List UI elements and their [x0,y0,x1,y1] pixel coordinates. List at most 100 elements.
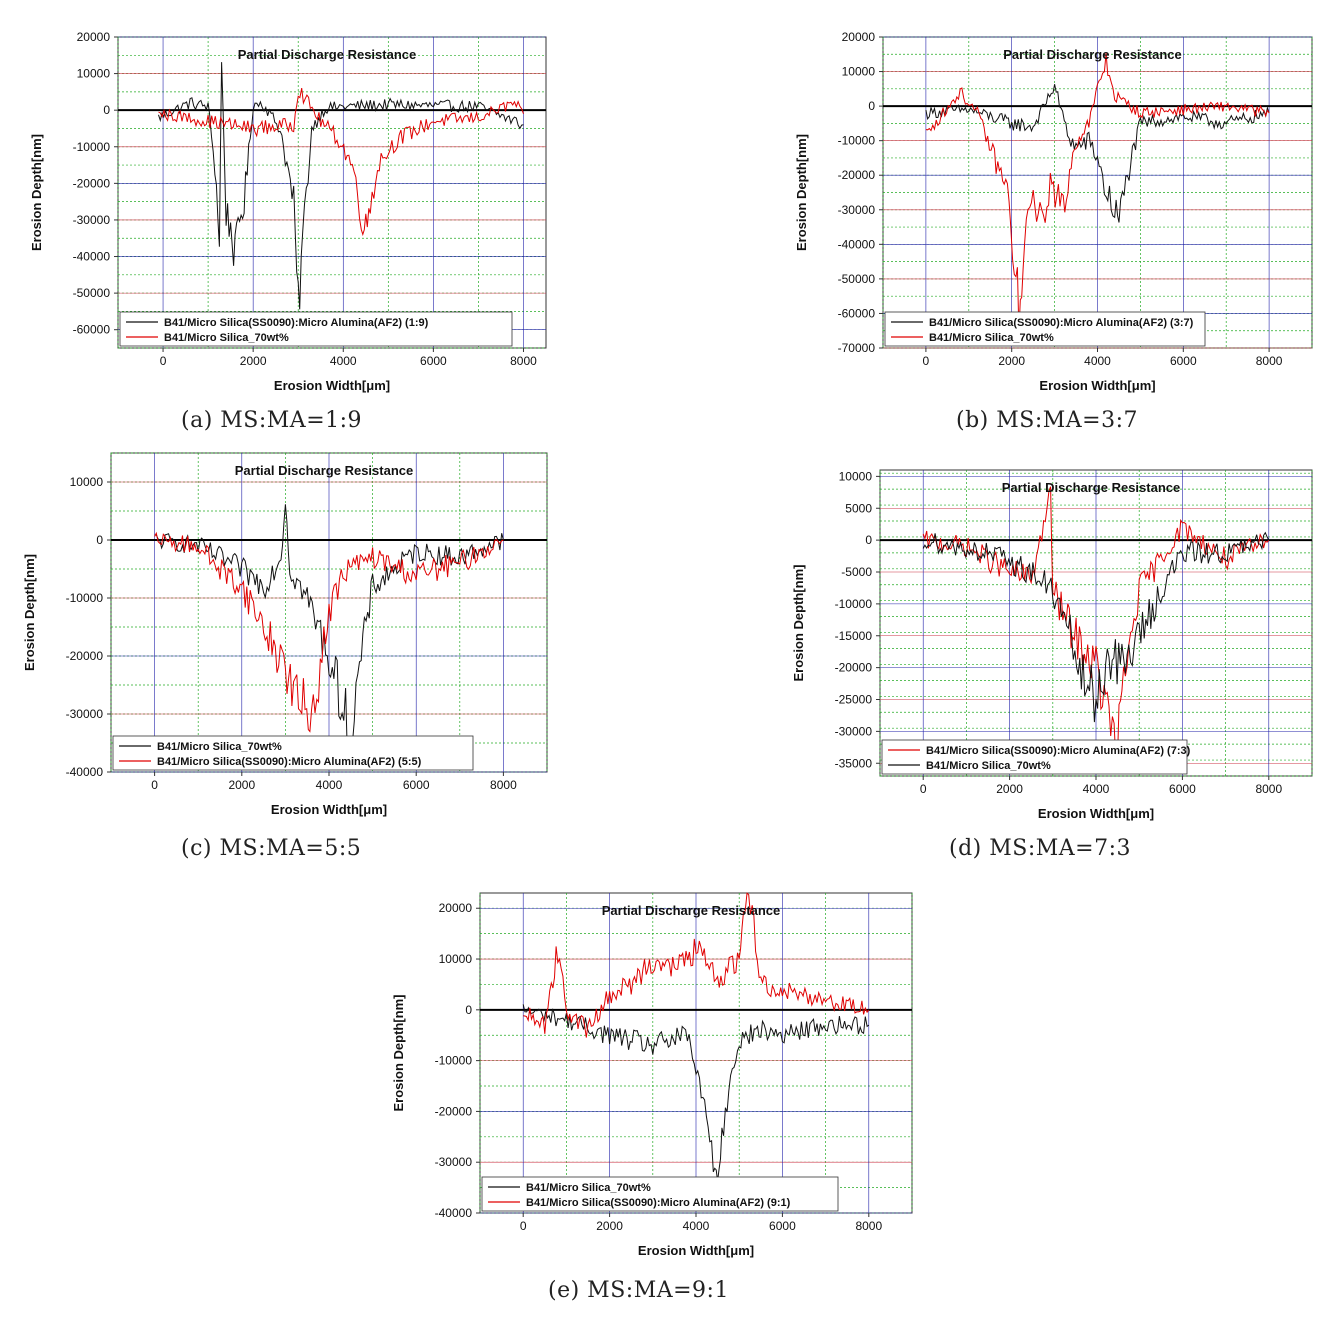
y-tick-label: -20000 [73,176,111,190]
y-tick-label: -70000 [838,341,876,355]
series-line-2 [523,892,870,1038]
x-tick-label: 2000 [228,778,255,792]
y-tick-label: -15000 [835,629,873,643]
chart-title: Partial Discharge Resistance [1002,480,1180,495]
y-tick-label: -50000 [73,286,111,300]
x-tick-label: 0 [520,1219,527,1233]
y-tick-label: 20000 [842,30,876,44]
x-tick-label: 6000 [403,778,430,792]
series-line-1 [925,84,1270,223]
legend-box [119,311,513,347]
caption-e: (e) MS:MA=9:1 [548,1278,729,1303]
y-tick-label: -40000 [435,1206,473,1220]
y-tick-label: -30000 [835,724,873,738]
x-tick-label: 6000 [769,1219,796,1233]
chart-title: Partial Discharge Resistance [235,463,413,478]
x-tick-label: 4000 [683,1219,710,1233]
series-line-2 [925,52,1270,334]
x-tick-label: 8000 [1255,782,1282,796]
x-tick-label: 4000 [330,354,357,368]
chart-a: 20000100000-10000-20000-30000-40000-5000… [29,30,547,393]
y-tick-label: -30000 [838,203,876,217]
caption-a: (a) MS:MA=1:9 [181,408,363,433]
x-tick-label: 0 [923,354,930,368]
legend-label: B41/Micro Silica(SS0090):Micro Alumina(A… [926,745,1191,757]
y-tick-label: 10000 [842,65,876,79]
x-axis-label: Erosion Width[μm] [638,1243,754,1258]
x-tick-label: 2000 [996,782,1023,796]
x-tick-label: 8000 [1256,354,1283,368]
caption-d: (d) MS:MA=7:3 [949,836,1132,861]
y-tick-label: 10000 [70,475,104,489]
y-tick-label: -50000 [838,272,876,286]
chart-b: 20000 10000 0 -10000 -20000 -30000 -40000 -5000… [794,30,1313,393]
y-tick-label: -10000 [838,134,876,148]
y-axis-label: Erosion Depth[nm] [29,134,44,251]
legend-box [112,735,474,771]
y-tick-label: -20000 [435,1104,473,1118]
x-axis-label: Erosion Width[μm] [271,802,387,817]
y-tick-label: -25000 [835,693,873,707]
caption-b: (b) MS:MA=3:7 [956,408,1139,433]
chart-title: Partial Discharge Resistance [1003,47,1181,62]
x-tick-label: 8000 [490,778,517,792]
y-tick-label: -10000 [73,140,111,154]
legend-label: B41/Micro Silica_70wt% [164,332,289,344]
y-axis-label: Erosion Depth[nm] [794,134,809,251]
y-axis-label: Erosion Depth[nm] [391,995,406,1112]
legend-box [884,311,1206,347]
y-tick-label: -10000 [435,1054,473,1068]
x-tick-label: 6000 [1170,354,1197,368]
y-tick-label: 10000 [439,952,473,966]
series-line-2 [154,531,504,733]
legend-label: B41/Micro Silica_70wt% [929,332,1054,344]
legend-label: B41/Micro Silica_70wt% [526,1182,651,1194]
y-tick-label: -20000 [66,649,104,663]
x-tick-label: 4000 [316,778,343,792]
series-line-1 [154,504,504,760]
x-axis-label: Erosion Width[μm] [274,378,390,393]
y-tick-label: -5000 [841,565,872,579]
y-tick-label: -60000 [73,323,111,337]
series-line-1 [158,62,524,310]
y-tick-label: -20000 [838,168,876,182]
y-tick-label: -40000 [838,237,876,251]
y-tick-label: -35000 [835,756,873,770]
plot-frame [117,36,547,349]
x-axis-label: Erosion Width[μm] [1038,806,1154,821]
chart-title: Partial Discharge Resistance [238,47,416,62]
x-tick-label: 8000 [855,1219,882,1233]
x-tick-label: 6000 [1169,782,1196,796]
x-tick-label: 4000 [1083,782,1110,796]
caption-c: (c) MS:MA=5:5 [181,836,362,861]
legend-label: B41/Micro Silica(SS0090):Micro Alumina(A… [164,317,429,329]
series-line-1 [922,486,1270,764]
y-tick-label: -40000 [66,765,104,779]
y-tick-label: 0 [465,1003,472,1017]
series-line-1 [522,1004,870,1182]
y-axis-label: Erosion Depth[nm] [791,565,806,682]
y-tick-label: 0 [103,103,110,117]
y-tick-label: -60000 [838,306,876,320]
series-line-2 [922,531,1270,723]
y-tick-label: 0 [96,533,103,547]
x-tick-label: 0 [151,778,158,792]
x-tick-label: 6000 [420,354,447,368]
x-tick-label: 2000 [240,354,267,368]
y-tick-label: 0 [868,99,875,113]
x-tick-label: 8000 [510,354,537,368]
legend-label: B41/Micro Silica(SS0090):Micro Alumina(A… [157,756,422,768]
x-tick-label: 4000 [1084,354,1111,368]
y-tick-label: -30000 [73,213,111,227]
legend-box [881,739,1188,775]
y-tick-label: 0 [865,533,872,547]
y-tick-label: -10000 [835,597,873,611]
series-line-2 [158,88,524,237]
x-tick-label: 0 [920,782,927,796]
x-tick-label: 0 [160,354,167,368]
chart-d: 10000 5000 0 -5000 -10000 -15000 -20000 -25000 -… [791,469,1313,821]
chart-e: 20000 10000 0 -10000 -20000 -30000 -40000 0 2000… [391,892,913,1258]
y-axis-label: Erosion Depth[nm] [22,554,37,671]
y-tick-label: 20000 [77,30,111,44]
